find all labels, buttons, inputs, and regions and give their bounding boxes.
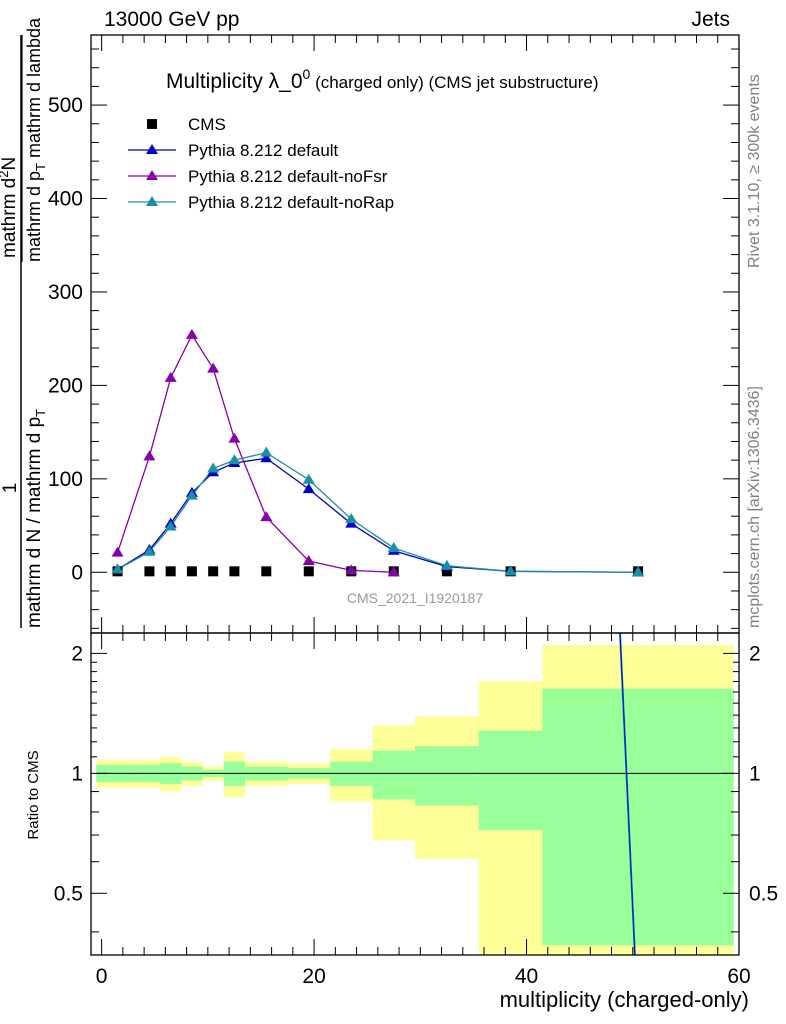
ratio-line-default bbox=[619, 632, 636, 956]
ratio-ytick-label-right-1: 1 bbox=[749, 762, 761, 785]
ratio-ytick-label-right-0.5: 0.5 bbox=[749, 882, 778, 905]
main-ytick-label-0: 0 bbox=[71, 561, 83, 584]
data-point-cms-2 bbox=[165, 566, 176, 577]
data-point-nofsr-8 bbox=[345, 564, 358, 575]
legend-marker-cms bbox=[147, 119, 157, 129]
data-point-cms-6 bbox=[261, 566, 272, 577]
series-line-nofsr bbox=[116, 333, 394, 573]
ratio-mc-lines bbox=[619, 632, 636, 956]
data-point-nofsr-2 bbox=[164, 371, 177, 382]
x-axis-label: multiplicity (charged-only) bbox=[500, 987, 749, 1012]
plot-title-superscript: 0 bbox=[303, 66, 311, 82]
data-point-norap-7 bbox=[302, 473, 315, 484]
ylabel-numerator-sup: 2 bbox=[0, 171, 11, 178]
series-line-norap bbox=[117, 451, 639, 573]
data-point-cms-4 bbox=[208, 566, 219, 577]
analysis-watermark: CMS_2021_I1920187 bbox=[347, 590, 483, 606]
ratio-band-inner-10 bbox=[415, 746, 479, 806]
ratio-ytick-label-right-2: 2 bbox=[749, 642, 761, 665]
ylabel-middle: mathrm d pT mathrm d lambda bbox=[24, 17, 48, 262]
data-point-nofsr-0 bbox=[111, 546, 124, 557]
main-ytick-label-100: 100 bbox=[48, 468, 83, 491]
ylabel-denominator-main: mathrm d N / mathrm d p bbox=[24, 417, 45, 628]
ratio-xtick-label-60: 60 bbox=[727, 965, 750, 988]
header-observable-label: Jets bbox=[691, 8, 730, 31]
data-point-nofsr-1 bbox=[143, 450, 156, 461]
main-ytick-label-200: 200 bbox=[48, 374, 83, 397]
data-point-cms-10 bbox=[441, 566, 452, 577]
main-ylabel: 1 mathrm d N / mathrm d pT mathrm d2N ma… bbox=[0, 17, 48, 628]
axis-tick-labels: 0 100 200 300 400 500 0 20 40 60 0.5 0.5 1 1 2 2 bbox=[48, 94, 778, 988]
ratio-band-inner-12 bbox=[542, 688, 734, 946]
ratio-band-inner-11 bbox=[478, 730, 543, 831]
ratio-xtick-label-20: 20 bbox=[302, 965, 325, 988]
ratio-xtick-label-0: 0 bbox=[96, 965, 108, 988]
ratio-ytick-label-left-2: 2 bbox=[71, 642, 83, 665]
data-point-norap-12 bbox=[632, 566, 645, 577]
main-ytick-label-500: 500 bbox=[48, 94, 83, 117]
data-point-norap-5 bbox=[228, 454, 241, 465]
ratio-ylabel: Ratio to CMS bbox=[25, 750, 42, 839]
data-point-cms-1 bbox=[144, 566, 155, 577]
header-process-label: 13000 GeV pp bbox=[104, 8, 240, 31]
data-point-norap-9 bbox=[387, 541, 400, 552]
data-point-nofsr-4 bbox=[207, 362, 220, 373]
axis-ticks bbox=[91, 35, 740, 955]
ylabel-numerator-part1: mathrm d bbox=[0, 178, 20, 258]
legend-marker-norap bbox=[146, 196, 158, 206]
legend: CMS Pythia 8.212 default Pythia 8.212 de… bbox=[128, 115, 394, 212]
ratio-ytick-label-left-0.5: 0.5 bbox=[54, 882, 83, 905]
ylabel-numerator-part2: N bbox=[0, 157, 20, 171]
legend-label-nofsr: Pythia 8.212 default-noFsr bbox=[188, 167, 388, 186]
data-point-default-6 bbox=[260, 452, 273, 463]
data-point-nofsr-5 bbox=[228, 432, 241, 443]
data-point-norap-11 bbox=[504, 565, 517, 576]
series-line-default bbox=[117, 457, 639, 573]
data-point-norap-8 bbox=[345, 513, 358, 524]
data-point-norap-2 bbox=[164, 520, 177, 531]
legend-label-cms: CMS bbox=[188, 115, 226, 134]
legend-label-default: Pythia 8.212 default bbox=[188, 141, 339, 160]
plot-title: Multiplicity λ_00 (charged only) (CMS je… bbox=[166, 66, 599, 93]
ylabel-middle-sub: T bbox=[33, 163, 48, 171]
data-point-cms-3 bbox=[186, 566, 197, 577]
data-point-cms-5 bbox=[229, 566, 240, 577]
main-ytick-label-300: 300 bbox=[48, 281, 83, 304]
ylabel-one: 1 bbox=[0, 483, 21, 494]
ratio-band-inner-9 bbox=[372, 750, 415, 800]
data-point-norap-1 bbox=[143, 545, 156, 556]
main-series-lines bbox=[116, 333, 639, 573]
data-point-nofsr-6 bbox=[260, 511, 273, 522]
legend-marker-default bbox=[146, 144, 158, 154]
main-series-markers bbox=[111, 328, 645, 577]
ylabel-numerator: mathrm d2N bbox=[0, 157, 20, 258]
ylabel-middle-rest: mathrm d lambda bbox=[24, 17, 44, 163]
data-point-nofsr-7 bbox=[302, 555, 315, 566]
data-point-nofsr-3 bbox=[185, 328, 198, 339]
ylabel-denominator: mathrm d N / mathrm d pT bbox=[24, 409, 48, 628]
plot-title-main: Multiplicity λ_0 bbox=[166, 70, 303, 93]
legend-marker-nofsr bbox=[146, 170, 158, 180]
main-ytick-label-400: 400 bbox=[48, 188, 83, 211]
ratio-ytick-label-left-1: 1 bbox=[71, 762, 83, 785]
data-point-norap-10 bbox=[440, 559, 453, 570]
data-point-norap-4 bbox=[207, 462, 220, 473]
data-point-norap-3 bbox=[185, 489, 198, 500]
data-point-default-7 bbox=[302, 483, 315, 494]
data-point-cms-7 bbox=[303, 566, 314, 577]
ratio-panel-frame bbox=[90, 632, 740, 956]
ylabel-denominator-sub: T bbox=[33, 409, 48, 417]
legend-label-norap: Pythia 8.212 default-noRap bbox=[188, 193, 394, 212]
data-point-norap-0 bbox=[111, 563, 124, 574]
plot-title-rest: (charged only) (CMS jet substructure) bbox=[310, 73, 598, 92]
ylabel-middle-main: mathrm d p bbox=[24, 171, 44, 262]
data-point-nofsr-9 bbox=[387, 566, 400, 577]
ratio-xtick-label-40: 40 bbox=[515, 965, 538, 988]
data-point-norap-6 bbox=[260, 446, 273, 457]
